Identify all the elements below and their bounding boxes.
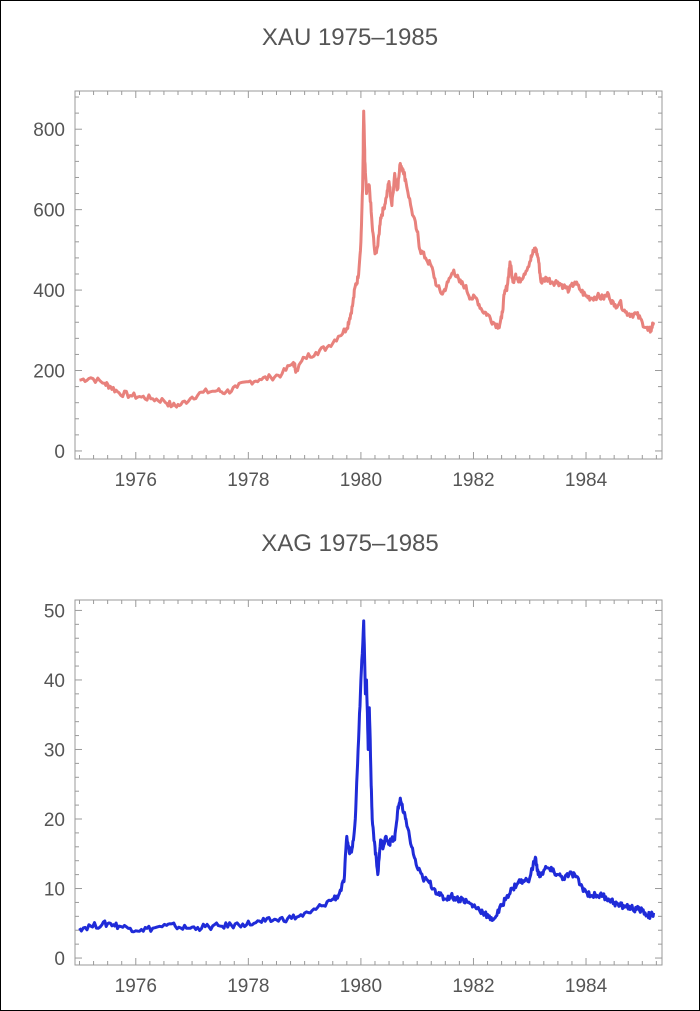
x-tick-label-xag: 1982 <box>452 976 494 997</box>
series-line-xag <box>78 619 656 934</box>
x-tick-label-xau: 1976 <box>115 470 157 491</box>
x-tick-label-xag: 1980 <box>340 976 382 997</box>
x-tick-label-xau: 1978 <box>227 470 269 491</box>
y-tick-label-xag: 0 <box>54 949 65 970</box>
y-tick-label-xau: 0 <box>54 442 65 463</box>
chart-title-xau: XAU 1975–1985 <box>261 24 439 51</box>
x-tick-label-xag: 1978 <box>227 976 269 997</box>
y-tick-label-xag: 40 <box>44 671 65 692</box>
plot-frame-xau <box>74 90 663 460</box>
x-tick-label-xau: 1984 <box>565 470 608 491</box>
y-tick-label-xag: 10 <box>44 880 65 901</box>
x-tick-label-xau: 1980 <box>340 470 382 491</box>
y-tick-label-xau: 400 <box>33 281 65 302</box>
x-tick-label-xau: 1982 <box>452 470 494 491</box>
plot-frame-xag <box>74 599 663 966</box>
y-tick-label-xau: 200 <box>33 362 65 383</box>
chart-title-xag: XAG 1975–1985 <box>261 530 439 557</box>
x-tick-label-xag: 1984 <box>565 976 608 997</box>
y-tick-label-xau: 800 <box>33 120 65 141</box>
x-tick-label-xag: 1976 <box>115 976 157 997</box>
y-tick-label-xag: 20 <box>44 810 65 831</box>
y-tick-label-xag: 30 <box>44 740 65 761</box>
series-line-xau <box>79 109 656 409</box>
y-tick-label-xau: 600 <box>33 201 65 222</box>
y-tick-label-xag: 50 <box>44 601 65 622</box>
